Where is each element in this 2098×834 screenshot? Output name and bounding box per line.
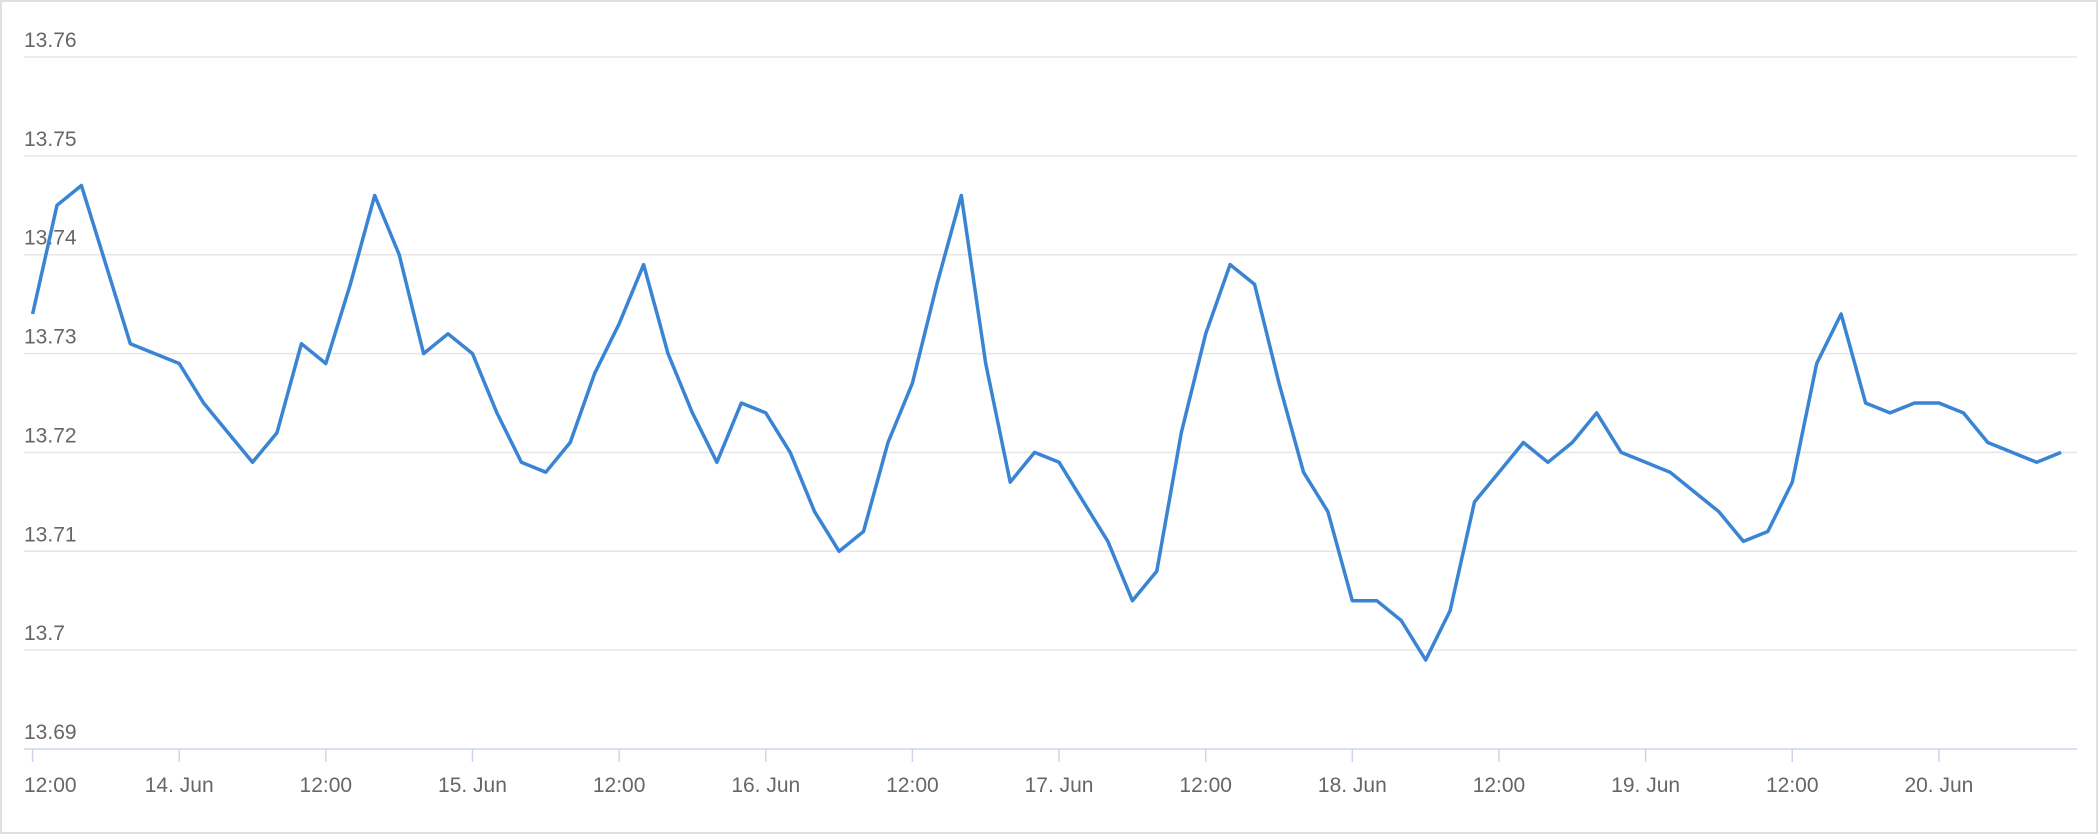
y-tick-label: 13.73 — [24, 326, 77, 349]
y-tick-label: 13.72 — [24, 424, 77, 447]
y-tick-label: 13.7 — [24, 622, 65, 645]
x-tick-label: 12:00 — [1179, 774, 1232, 797]
x-tick-label: 12:00 — [593, 774, 646, 797]
x-tick-label: 18. Jun — [1318, 774, 1387, 797]
y-tick-label: 13.71 — [24, 523, 77, 546]
x-tick-label: 12:00 — [1766, 774, 1819, 797]
y-tick-label: 13.75 — [24, 128, 77, 151]
x-tick-label: 17. Jun — [1025, 774, 1094, 797]
x-tick-label: 12:00 — [886, 774, 939, 797]
x-tick-label: 12:00 — [300, 774, 353, 797]
x-tick-label: 12:00 — [24, 774, 77, 797]
x-tick-label: 16. Jun — [731, 774, 800, 797]
x-tick-label: 12:00 — [1473, 774, 1526, 797]
y-tick-label: 13.69 — [24, 721, 77, 744]
x-tick-label: 19. Jun — [1611, 774, 1680, 797]
x-tick-label: 15. Jun — [438, 774, 507, 797]
data-line — [30, 183, 2062, 662]
x-tick-label: 20. Jun — [1904, 774, 1973, 797]
y-tick-label: 13.76 — [24, 29, 77, 52]
x-tick-label: 14. Jun — [145, 774, 214, 797]
